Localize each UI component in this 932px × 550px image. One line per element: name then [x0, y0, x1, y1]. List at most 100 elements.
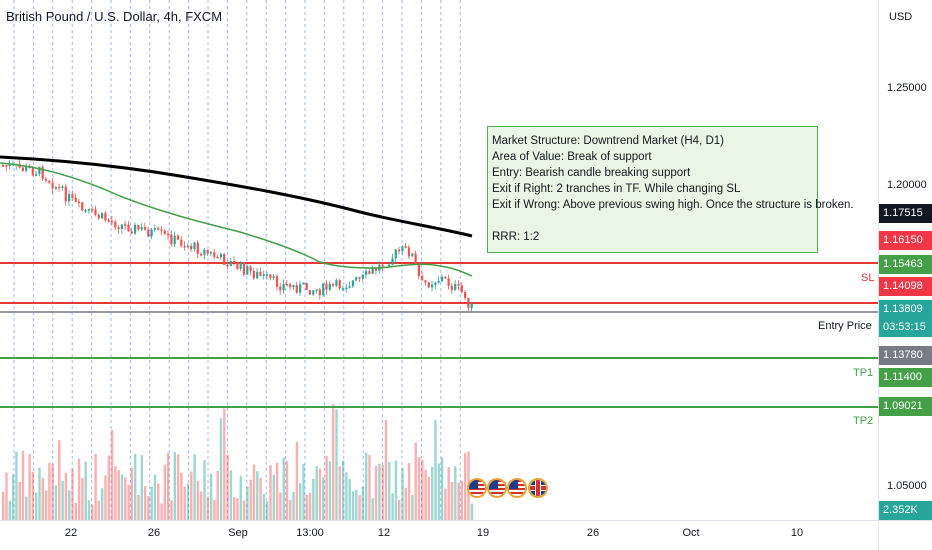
price-tick: 1.05000	[887, 480, 927, 492]
candle-body	[401, 246, 404, 252]
volume-bar	[35, 492, 38, 520]
price-tick: 1.20000	[887, 179, 927, 191]
volume-bar	[117, 470, 120, 520]
candle-body	[87, 208, 90, 211]
candle-body	[404, 246, 407, 248]
volume-bar	[84, 461, 87, 520]
candle-body	[282, 283, 285, 291]
candle-body	[150, 229, 153, 237]
volume-bar	[398, 499, 401, 520]
volume-bar	[101, 488, 104, 520]
candle-body	[464, 292, 467, 298]
volume-bar	[87, 500, 91, 520]
candle-body	[434, 282, 437, 285]
candle-body	[44, 178, 48, 181]
tp1-label: TP1	[853, 367, 874, 379]
time-axis[interactable]: 22 26 Sep 13:00 12 19 26 Oct 10	[0, 520, 878, 550]
candle-body	[41, 166, 44, 179]
candle-body	[239, 262, 242, 269]
volume-bar	[124, 477, 127, 520]
candle-body	[262, 274, 265, 276]
candle-body	[246, 266, 249, 275]
candle-body	[8, 163, 11, 167]
candle-body	[460, 285, 463, 293]
candle-body	[147, 229, 150, 237]
candle-body	[153, 228, 156, 230]
price-tag-sl: 1.14098	[879, 277, 932, 296]
candle-body	[134, 224, 137, 234]
candle-body	[414, 253, 417, 265]
volume-bar	[292, 491, 295, 520]
sl-label: SL	[861, 272, 875, 284]
symbol-title[interactable]: British Pound / U.S. Dollar, 4h, FXCM	[6, 9, 223, 24]
volume-bar	[384, 419, 388, 520]
flag-us-icon[interactable]	[487, 478, 507, 498]
volume-bar	[190, 471, 193, 520]
volume-bar	[153, 474, 157, 520]
currency-label: USD	[889, 11, 913, 23]
volume-bar	[312, 478, 315, 520]
flag-gb-icon[interactable]	[528, 478, 548, 498]
volume-bar	[97, 500, 101, 520]
volume-bar	[226, 454, 229, 520]
candle-body	[338, 280, 341, 289]
volume-bar	[81, 478, 84, 520]
candle-body	[417, 264, 420, 277]
candle-body	[81, 202, 84, 211]
candle-body	[127, 224, 130, 232]
candle-body	[25, 166, 28, 171]
candle-body	[394, 249, 397, 259]
note-line: RRR: 1:2	[492, 231, 540, 243]
volume-bar	[378, 463, 381, 520]
candle-body	[137, 224, 140, 230]
note-line: Area of Value: Break of support	[492, 151, 652, 163]
candle-body	[58, 186, 61, 189]
volume-bar	[282, 457, 285, 520]
volume-bar	[206, 496, 209, 520]
volume-bar	[305, 494, 308, 520]
time-label: Oct	[682, 527, 700, 539]
chart-pane[interactable]: British Pound / U.S. Dollar, 4h, FXCM Ma…	[0, 0, 878, 520]
volume-bar	[147, 496, 150, 520]
volume-bar	[71, 468, 74, 520]
volume-bar	[120, 474, 124, 520]
volume-bar	[233, 497, 236, 520]
volume-bar	[134, 453, 137, 520]
price-tag-countdown: 03:53:15	[879, 318, 932, 337]
time-label: 26	[147, 527, 161, 539]
volume-bar	[279, 492, 282, 520]
flag-us-icon[interactable]	[467, 478, 487, 498]
volume-bar	[450, 481, 454, 520]
price-tag-tp1: 1.11400	[879, 368, 932, 387]
price-chart[interactable]	[0, 0, 878, 520]
candle-body	[180, 239, 183, 247]
candle-body	[233, 261, 236, 263]
volume-bar	[460, 480, 464, 520]
candle-body	[470, 303, 473, 309]
candle-body	[437, 280, 440, 283]
volume-bar	[457, 482, 460, 520]
candle-body	[421, 276, 424, 281]
candle-body	[35, 174, 38, 176]
price-scale[interactable]: USD 1.25000 1.20000 1.05000 1.17515 1.16…	[878, 0, 932, 520]
candle-body	[292, 285, 295, 288]
candle-body	[275, 276, 279, 287]
candle-body	[345, 287, 348, 290]
volume-bar	[394, 460, 398, 520]
volume-bar	[272, 474, 275, 520]
candle-body	[398, 249, 401, 252]
volume-bar	[242, 500, 246, 520]
volume-bar	[74, 502, 77, 520]
candle-body	[358, 277, 361, 279]
candle-body	[200, 253, 203, 256]
candle-body	[38, 166, 41, 175]
volume-bar	[200, 491, 203, 520]
flag-us-icon[interactable]	[507, 478, 527, 498]
volume-bar	[262, 493, 266, 520]
volume-bar	[464, 453, 467, 520]
candle-body	[51, 182, 54, 189]
volume-bar	[157, 483, 160, 520]
trade-plan-note[interactable]: Market Structure: Downtrend Market (H4, …	[487, 126, 854, 253]
volume-bar	[8, 500, 11, 520]
volume-bar	[318, 468, 322, 520]
